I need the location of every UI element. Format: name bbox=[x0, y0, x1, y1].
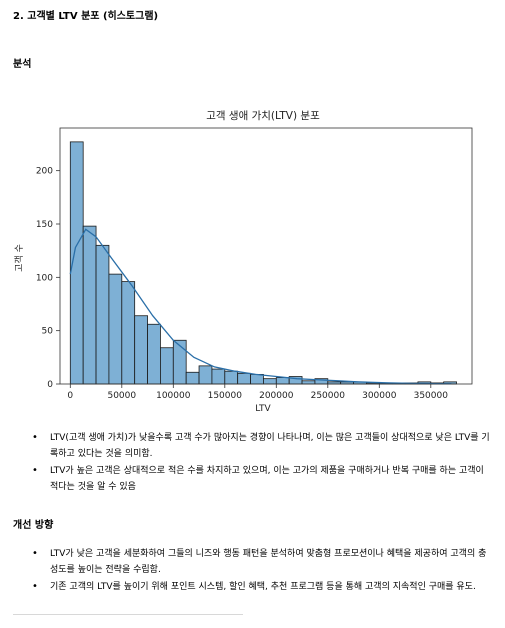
histogram-bar bbox=[147, 323, 161, 385]
histogram-bar bbox=[198, 365, 213, 385]
histogram-bar bbox=[172, 339, 187, 385]
improvement-heading: 개선 방향 bbox=[13, 520, 54, 531]
histogram-bar bbox=[185, 371, 200, 385]
histogram-bar bbox=[211, 368, 226, 385]
x-tick-label: 0 bbox=[67, 391, 73, 401]
histogram-bar bbox=[250, 373, 264, 385]
histogram-bar bbox=[237, 372, 251, 385]
histogram-bar bbox=[224, 370, 239, 385]
x-tick-label: 150000 bbox=[208, 391, 243, 401]
plot-frame bbox=[59, 127, 473, 385]
analysis-bullet: LTV(고객 생애 가치)가 낮을수록 고객 수가 많아지는 경향이 나타나며,… bbox=[30, 430, 490, 462]
x-tick-label: 200000 bbox=[259, 391, 294, 401]
histogram-bar bbox=[121, 281, 136, 385]
histogram-bar bbox=[301, 380, 316, 385]
histogram-bar bbox=[95, 244, 110, 385]
x-tick-label: 250000 bbox=[311, 391, 346, 401]
divider bbox=[13, 614, 243, 615]
ltv-histogram-chart: 고객 생애 가치(LTV) 분포 0 50 100 150 200 0 50000 10000… bbox=[14, 110, 473, 414]
improvement-bullet: 기존 고객의 LTV를 높이기 위해 포인트 시스템, 할인 혜택, 추천 프로… bbox=[30, 579, 490, 595]
improvement-list: LTV가 낮은 고객을 세분화하여 그들의 니즈와 행동 패턴을 분석하여 맞춤… bbox=[30, 546, 490, 596]
chart-title: 고객 생애 가치(LTV) 분포 bbox=[206, 110, 320, 122]
section-title: 2. 고객별 LTV 분포 (히스토그램) bbox=[13, 11, 159, 22]
histogram-bar bbox=[82, 225, 97, 385]
kde-curve bbox=[69, 228, 452, 385]
y-tick-label: 150 bbox=[36, 220, 53, 230]
y-tick-label: 200 bbox=[36, 167, 53, 177]
x-tick-label: 50000 bbox=[107, 391, 136, 401]
y-axis-label: 고객 수 bbox=[14, 244, 25, 272]
y-tick-label: 0 bbox=[47, 380, 53, 390]
x-tick-label: 100000 bbox=[156, 391, 191, 401]
x-axis-label: LTV bbox=[255, 404, 271, 414]
histogram-bar bbox=[134, 315, 148, 385]
histogram-bar bbox=[160, 347, 174, 385]
x-tick-label: 350000 bbox=[414, 391, 449, 401]
analysis-heading: 분석 bbox=[13, 59, 32, 70]
improvement-bullet: LTV가 낮은 고객을 세분화하여 그들의 니즈와 행동 패턴을 분석하여 맞춤… bbox=[30, 546, 490, 578]
histogram-bar bbox=[108, 273, 123, 385]
y-tick-label: 50 bbox=[42, 327, 54, 337]
x-tick-label: 300000 bbox=[362, 391, 397, 401]
histogram-bar bbox=[275, 377, 290, 385]
analysis-bullet: LTV가 높은 고객은 상대적으로 적은 수를 차지하고 있으며, 이는 고가의… bbox=[30, 463, 490, 495]
analysis-list: LTV(고객 생애 가치)가 낮을수록 고객 수가 많아지는 경향이 나타나며,… bbox=[30, 430, 490, 496]
y-tick-label: 100 bbox=[36, 273, 53, 283]
histogram-bar bbox=[263, 378, 277, 385]
